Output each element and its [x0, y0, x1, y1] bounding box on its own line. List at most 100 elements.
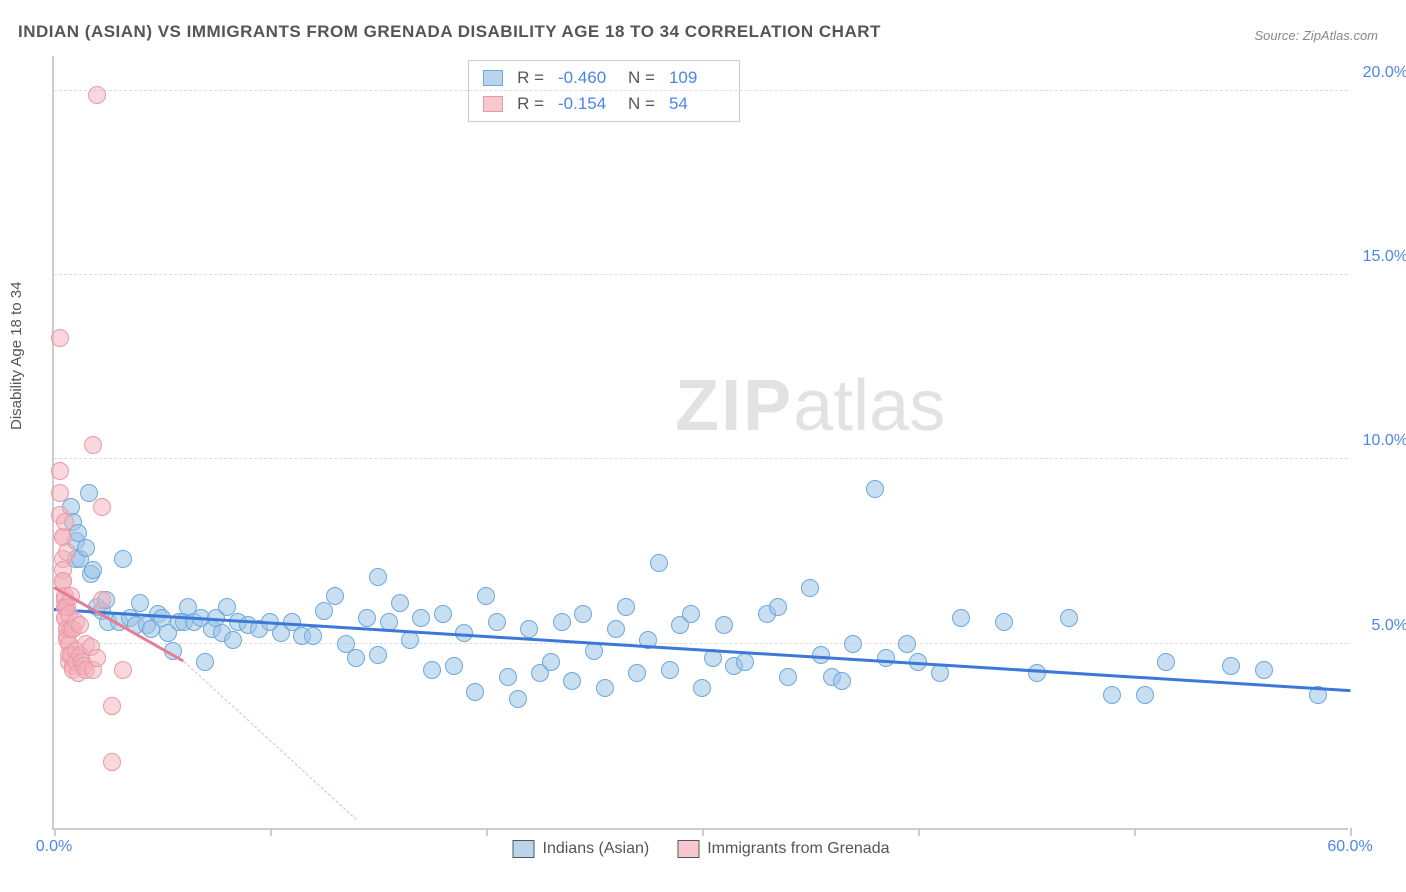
data-point	[196, 653, 214, 671]
data-point	[779, 668, 797, 686]
data-point	[520, 620, 538, 638]
x-tick	[270, 828, 272, 836]
data-point	[315, 602, 333, 620]
x-tick	[918, 828, 920, 836]
x-tick	[486, 828, 488, 836]
stat-r-value: -0.460	[558, 65, 614, 91]
data-point	[488, 613, 506, 631]
data-point	[93, 498, 111, 516]
y-tick-label: 5.0%	[1372, 617, 1406, 635]
watermark: ZIPatlas	[675, 365, 945, 447]
data-point	[866, 480, 884, 498]
y-axis-label: Disability Age 18 to 34	[8, 282, 25, 430]
data-point	[466, 683, 484, 701]
data-point	[93, 591, 111, 609]
data-point	[995, 613, 1013, 631]
source-attribution: Source: ZipAtlas.com	[1254, 28, 1378, 43]
data-point	[103, 753, 121, 771]
data-point	[585, 642, 603, 660]
data-point	[58, 543, 76, 561]
data-point	[931, 664, 949, 682]
data-point	[80, 484, 98, 502]
trend-line-pink-dashed	[183, 661, 356, 820]
data-point	[84, 561, 102, 579]
x-tick-label: 60.0%	[1327, 838, 1372, 856]
data-point	[607, 620, 625, 638]
scatter-chart: ZIPatlas R =-0.460N =109R =-0.154N =54 I…	[52, 56, 1348, 830]
x-tick	[1134, 828, 1136, 836]
x-tick	[1350, 828, 1352, 836]
data-point	[563, 672, 581, 690]
data-point	[952, 609, 970, 627]
data-point	[877, 649, 895, 667]
data-point	[88, 86, 106, 104]
gridline-h	[54, 458, 1348, 459]
data-point	[1136, 686, 1154, 704]
stat-swatch	[483, 96, 503, 112]
gridline-h	[54, 274, 1348, 275]
gridline-h	[54, 90, 1348, 91]
data-point	[1060, 609, 1078, 627]
stat-r-label: R =	[517, 91, 544, 117]
stat-r-value: -0.154	[558, 91, 614, 117]
legend-label: Immigrants from Grenada	[707, 840, 889, 858]
data-point	[347, 649, 365, 667]
data-point	[51, 462, 69, 480]
data-point	[401, 631, 419, 649]
data-point	[693, 679, 711, 697]
stat-n-value: 54	[669, 91, 725, 117]
data-point	[114, 661, 132, 679]
y-tick-label: 20.0%	[1363, 64, 1406, 82]
data-point	[224, 631, 242, 649]
data-point	[77, 539, 95, 557]
data-point	[391, 594, 409, 612]
data-point	[445, 657, 463, 675]
data-point	[542, 653, 560, 671]
data-point	[71, 616, 89, 634]
data-point	[574, 605, 592, 623]
x-tick	[702, 828, 704, 836]
data-point	[1103, 686, 1121, 704]
data-point	[412, 609, 430, 627]
data-point	[596, 679, 614, 697]
data-point	[51, 329, 69, 347]
legend-swatch	[677, 840, 699, 858]
watermark-zip: ZIP	[675, 366, 793, 446]
data-point	[661, 661, 679, 679]
data-point	[88, 649, 106, 667]
legend-item: Indians (Asian)	[513, 840, 650, 858]
data-point	[736, 653, 754, 671]
data-point	[1157, 653, 1175, 671]
data-point	[434, 605, 452, 623]
data-point	[1222, 657, 1240, 675]
data-point	[304, 627, 322, 645]
legend-label: Indians (Asian)	[543, 840, 650, 858]
data-point	[369, 568, 387, 586]
stat-n-label: N =	[628, 65, 655, 91]
data-point	[553, 613, 571, 631]
data-point	[369, 646, 387, 664]
y-tick-label: 15.0%	[1363, 248, 1406, 266]
chart-title: INDIAN (ASIAN) VS IMMIGRANTS FROM GRENAD…	[18, 22, 881, 42]
data-point	[423, 661, 441, 679]
watermark-atlas: atlas	[793, 366, 945, 446]
data-point	[1028, 664, 1046, 682]
data-point	[650, 554, 668, 572]
data-point	[103, 697, 121, 715]
data-point	[56, 513, 74, 531]
data-point	[131, 594, 149, 612]
data-point	[617, 598, 635, 616]
data-point	[477, 587, 495, 605]
y-tick-label: 10.0%	[1363, 432, 1406, 450]
data-point	[628, 664, 646, 682]
stat-n-label: N =	[628, 91, 655, 117]
stat-r-label: R =	[517, 65, 544, 91]
correlation-stats-box: R = -0.460 N = 109 R = -0.154 N = 54	[468, 60, 740, 122]
stat-row: R = -0.154 N = 54	[483, 91, 725, 117]
legend-item: Immigrants from Grenada	[677, 840, 889, 858]
data-point	[769, 598, 787, 616]
legend: Indians (Asian) Immigrants from Grenada	[513, 840, 890, 858]
stat-n-value: 109	[669, 65, 725, 91]
data-point	[358, 609, 376, 627]
x-tick	[54, 828, 56, 836]
